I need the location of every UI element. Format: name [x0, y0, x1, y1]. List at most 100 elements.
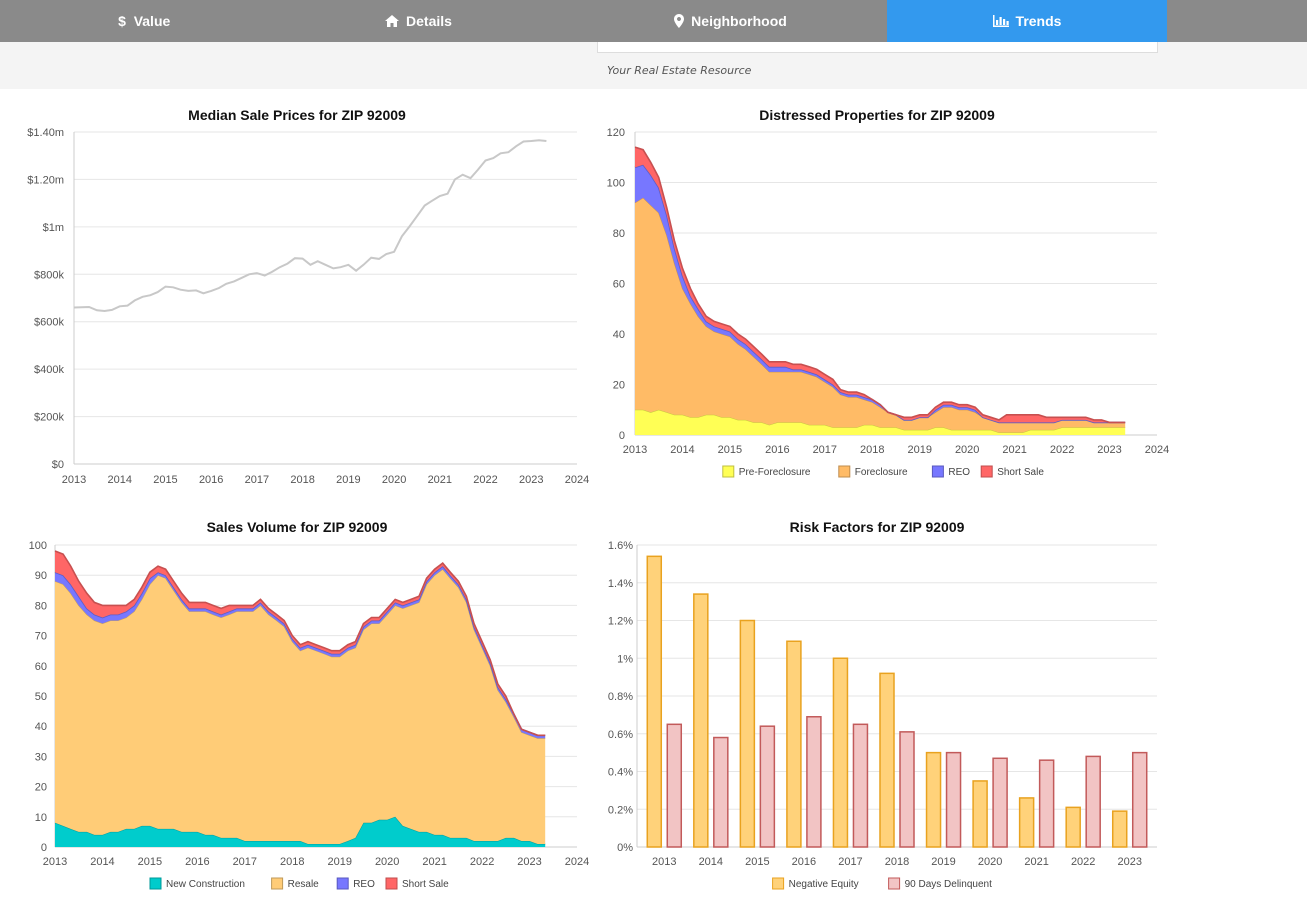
bar-90-days-delinquent — [1038, 759, 1055, 848]
legend-swatch — [772, 877, 785, 890]
x-tick-label: 2015 — [745, 856, 769, 868]
x-tick-label: 2022 — [470, 856, 494, 868]
x-tick-label: 2023 — [519, 474, 543, 486]
chart-title: Median Sale Prices for ZIP 92009 — [188, 107, 406, 123]
series-line — [73, 139, 547, 313]
dollar-icon: $ — [118, 14, 126, 28]
bar-90-days-delinquent — [945, 751, 962, 848]
y-tick-label: 0.4% — [608, 767, 633, 779]
bar-90-days-delinquent — [899, 731, 915, 848]
bar-negative-equity — [786, 640, 802, 848]
x-tick-label: 2014 — [670, 444, 694, 456]
y-tick-label: 70 — [35, 631, 47, 643]
x-tick-label: 2024 — [565, 474, 589, 486]
legend-swatch — [888, 877, 901, 890]
y-tick-label: 50 — [35, 691, 47, 703]
bar-negative-equity — [739, 619, 756, 848]
legend-swatch — [931, 465, 944, 478]
bar-90-days-delinquent — [1131, 751, 1148, 848]
x-tick-label: 2018 — [290, 474, 314, 486]
y-tick-label: 80 — [35, 600, 47, 612]
bar-negative-equity — [879, 672, 895, 848]
x-tick-label: 2021 — [428, 474, 452, 486]
x-tick-label: 2021 — [1024, 856, 1048, 868]
bar-90-days-delinquent — [666, 723, 683, 848]
x-tick-label: 2017 — [813, 444, 837, 456]
x-tick-label: 2013 — [43, 856, 67, 868]
bar-negative-equity — [1018, 797, 1035, 848]
x-tick-label: 2019 — [931, 856, 955, 868]
y-tick-label: 100 — [29, 540, 47, 552]
bar-chart-icon — [992, 15, 1009, 27]
x-tick-label: 2016 — [765, 444, 789, 456]
y-tick-label: $400k — [34, 364, 64, 376]
x-tick-label: 2023 — [1117, 856, 1141, 868]
y-tick-label: $1.40m — [27, 127, 64, 139]
bar-90-days-delinquent — [992, 757, 1008, 848]
legend-label: Short Sale — [402, 879, 449, 890]
bar-negative-equity — [1111, 810, 1128, 848]
legend-label: REO — [948, 467, 970, 478]
y-tick-label: 10 — [35, 812, 47, 824]
tagline: Your Real Estate Resource — [607, 64, 752, 77]
x-tick-label: 2016 — [792, 856, 816, 868]
legend-label: Short Sale — [997, 467, 1044, 478]
y-tick-label: 60 — [613, 279, 625, 291]
svg-text:$: $ — [118, 14, 126, 28]
legend-swatch — [980, 465, 993, 478]
bar-90-days-delinquent — [806, 716, 822, 848]
x-tick-label: 2018 — [860, 444, 884, 456]
distressed-properties-chart: Distressed Properties for ZIP 92009 0 20 4… — [607, 107, 1170, 478]
area-short-sale — [635, 147, 1126, 423]
x-tick-label: 2013 — [62, 474, 86, 486]
tab-value[interactable]: $ Value — [0, 0, 287, 42]
y-tick-label: 0.8% — [608, 691, 633, 703]
x-tick-label: 2020 — [375, 856, 399, 868]
legend-label: New Construction — [166, 879, 245, 890]
y-tick-label: 120 — [607, 127, 625, 139]
x-tick-label: 2021 — [1002, 444, 1026, 456]
x-tick-label: 2020 — [955, 444, 979, 456]
median-sale-price-chart: Median Sale Prices for ZIP 92009 $0 $200k… — [27, 107, 589, 486]
x-tick-label: 2019 — [907, 444, 931, 456]
x-tick-label: 2021 — [422, 856, 446, 868]
x-tick-label: 2016 — [199, 474, 223, 486]
x-tick-label: 2020 — [382, 474, 406, 486]
map-pin-icon — [674, 14, 685, 28]
tab-details[interactable]: Details — [287, 0, 550, 42]
chart-title: Sales Volume for ZIP 92009 — [207, 519, 388, 535]
bar-negative-equity — [925, 751, 942, 848]
tab-value-label: Value — [133, 13, 171, 29]
x-tick-label: 2015 — [718, 444, 742, 456]
y-tick-label: $800k — [34, 269, 64, 281]
sales-volume-chart: Sales Volume for ZIP 92009 0 10 20 30 40 50 60… — [29, 519, 590, 890]
x-tick-label: 2024 — [565, 856, 589, 868]
x-tick-label: 2013 — [623, 444, 647, 456]
x-tick-label: 2013 — [652, 856, 676, 868]
bar-90-days-delinquent — [713, 736, 729, 848]
area-edge — [54, 550, 546, 737]
y-tick-label: 20 — [35, 782, 47, 794]
y-tick-label: 1.6% — [608, 540, 633, 552]
bar-90-days-delinquent — [759, 725, 776, 848]
y-tick-label: $600k — [34, 317, 64, 329]
chart-title: Distressed Properties for ZIP 92009 — [759, 107, 995, 123]
y-tick-label: 1.2% — [608, 616, 633, 628]
x-tick-label: 2022 — [1050, 444, 1074, 456]
x-tick-label: 2017 — [245, 474, 269, 486]
tab-trends[interactable]: Trends — [887, 0, 1167, 42]
tab-neighborhood[interactable]: Neighborhood — [587, 0, 874, 42]
x-tick-label: 2020 — [978, 856, 1002, 868]
bar-negative-equity — [1065, 806, 1081, 848]
y-tick-label: $0 — [52, 459, 64, 471]
y-tick-label: 0.2% — [608, 804, 633, 816]
legend-label: Resale — [288, 879, 320, 890]
legend-label: Negative Equity — [789, 879, 859, 890]
y-tick-label: 60 — [35, 661, 47, 673]
legend-label: Foreclosure — [855, 467, 908, 478]
x-tick-label: 2024 — [1145, 444, 1169, 456]
x-tick-label: 2022 — [473, 474, 497, 486]
y-tick-label: 80 — [613, 228, 625, 240]
x-tick-label: 2017 — [233, 856, 257, 868]
legend-label: REO — [353, 879, 375, 890]
